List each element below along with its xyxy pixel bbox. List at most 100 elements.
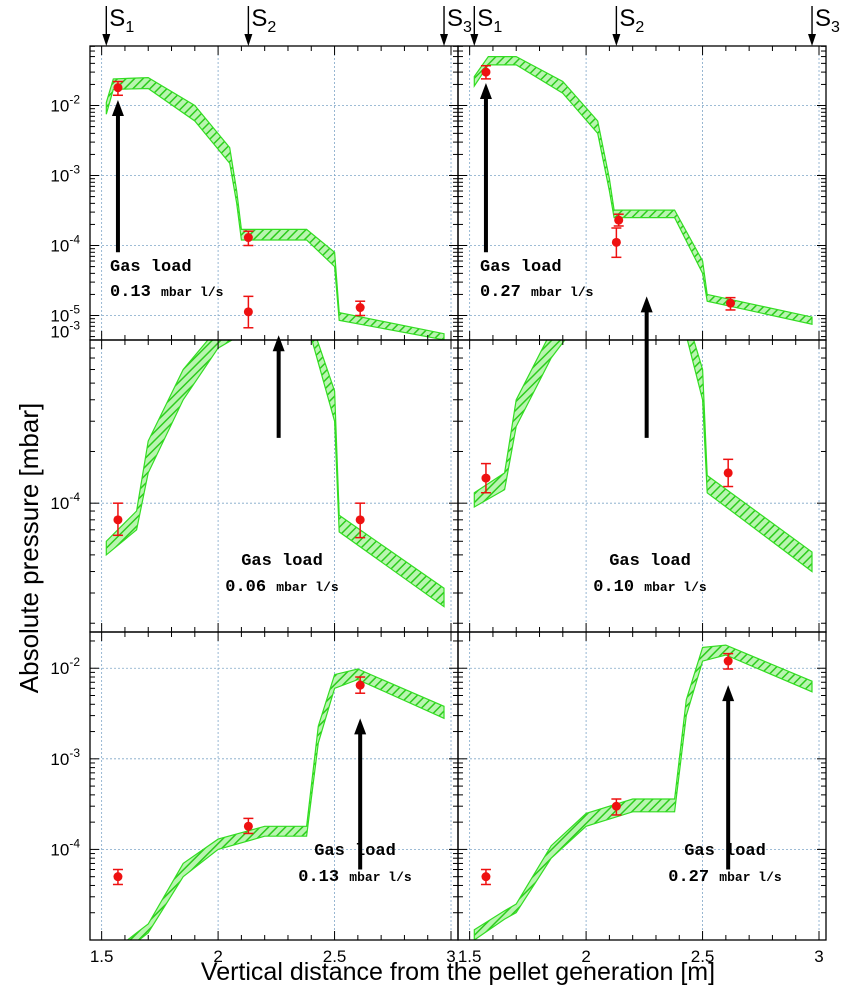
y-tick-label-base: 10 [50,659,69,678]
grid-lines [90,46,826,941]
y-tick-label: 10-5 [50,303,80,326]
x-tick-label: 1.5 [458,947,482,966]
y-tick-label: 10-4 [50,836,80,859]
y-tick-label-exponent: -3 [69,163,80,177]
y-tick-label-exponent: -5 [69,303,80,317]
y-tick-label: 10-3 [50,746,80,769]
station-marker-arrowhead [470,34,479,46]
station-label-subscript: 3 [831,19,840,36]
gas-load-number: 0.06 [225,578,276,597]
y-tick-label-exponent: -4 [69,233,80,247]
y-tick-label: 10-4 [50,233,80,256]
measurement-point [113,83,123,93]
station-markers: S1 S2 S3 S1 S2 S3 [102,5,840,46]
measurement-point [243,821,253,831]
station-marker-arrowhead [612,34,621,46]
station-label-subscript: 1 [125,19,134,36]
arrow-head [354,718,367,735]
y-tick-label-base: 10 [50,494,69,513]
simulation-band [473,340,813,573]
gas-load-value: 0.27 mbar l/s [668,868,782,887]
station-label-base: S [619,5,635,32]
y-tick-label-base: 10 [50,97,69,116]
simulation-band [105,340,445,608]
y-tick-label: 10-3 [50,318,80,341]
measurement-point [481,872,491,882]
y-tick-label-base: 10 [50,307,69,326]
axis-ticks [90,45,826,941]
measurement-point [355,303,365,313]
gas-load-value: 0.13 mbar l/s [110,283,224,302]
gas-load-value: 0.13 mbar l/s [298,868,412,887]
gas-load-arrows [111,82,735,870]
measurement-point [243,307,253,317]
y-tick-label: 10-2 [50,655,80,678]
measurement-point [611,237,621,247]
gas-load-unit: mbar l/s [644,580,707,595]
x-tick-label: 1.5 [90,947,114,966]
gas-load-label: Gas load [110,258,192,277]
measurement-point [726,298,736,308]
gas-load-unit: mbar l/s [161,285,224,300]
station-label-base: S [251,5,267,32]
station-label: S2 [251,5,276,36]
arrow-head [722,685,735,702]
station-label-base: S [109,5,125,32]
station-label: S2 [619,5,644,36]
y-tick-label: 10-2 [50,93,80,116]
measurement-point [611,801,621,811]
x-tick-label: 3 [446,947,455,966]
gas-load-unit: mbar l/s [531,285,594,300]
simulation-band [473,56,813,325]
simulation-band [473,644,813,940]
gas-load-number: 0.27 [480,283,531,302]
station-label-subscript: 3 [463,19,472,36]
station-label-base: S [477,5,493,32]
y-tick-label-exponent: -3 [69,746,80,760]
gas-load-label: Gas load [480,258,562,277]
y-tick-label-exponent: -3 [69,318,80,332]
x-tick-label: 2.5 [691,947,715,966]
arrow-head [479,82,492,99]
gas-load-value: 0.06 mbar l/s [225,578,339,597]
y-tick-label-base: 10 [50,840,69,859]
y-tick-label: 10-3 [50,163,80,186]
simulation-band [126,668,445,940]
y-axis-label: Absolute pressure [mbar] [14,403,44,693]
y-tick-label-exponent: -2 [69,655,80,669]
station-label: S3 [815,5,840,36]
measurement-point [355,680,365,690]
measurement-point [723,656,733,666]
station-label: S1 [477,5,502,36]
measurement-point [481,67,491,77]
panel-frame [457,631,827,941]
x-axis-label: Vertical distance from the pellet genera… [201,958,715,986]
gas-load-number: 0.27 [668,868,719,887]
panel-frame [89,631,459,941]
measurement-point [243,233,253,243]
gas-load-number: 0.13 [110,283,161,302]
gas-load-number: 0.13 [298,868,349,887]
measurement-point [113,515,123,525]
measurement-point [113,872,123,882]
y-tick-label-base: 10 [50,750,69,769]
measurement-points [112,64,736,886]
gas-load-number: 0.10 [593,578,644,597]
x-tick-label: 2 [213,947,222,966]
gas-load-unit: mbar l/s [719,870,782,885]
y-tick-label-exponent: -2 [69,93,80,107]
gas-load-label: Gas load [241,552,323,571]
measurement-point [723,468,733,478]
gas-load-unit: mbar l/s [276,580,339,595]
y-tick-label-base: 10 [50,237,69,256]
gas-load-label: Gas load [314,842,396,861]
measurement-point [614,215,624,225]
station-label-subscript: 2 [267,19,276,36]
x-tick-label: 3 [814,947,823,966]
station-label: S3 [447,5,472,36]
gas-load-label: Gas load [684,842,766,861]
arrow-head [272,335,285,352]
arrow-head [111,99,124,116]
